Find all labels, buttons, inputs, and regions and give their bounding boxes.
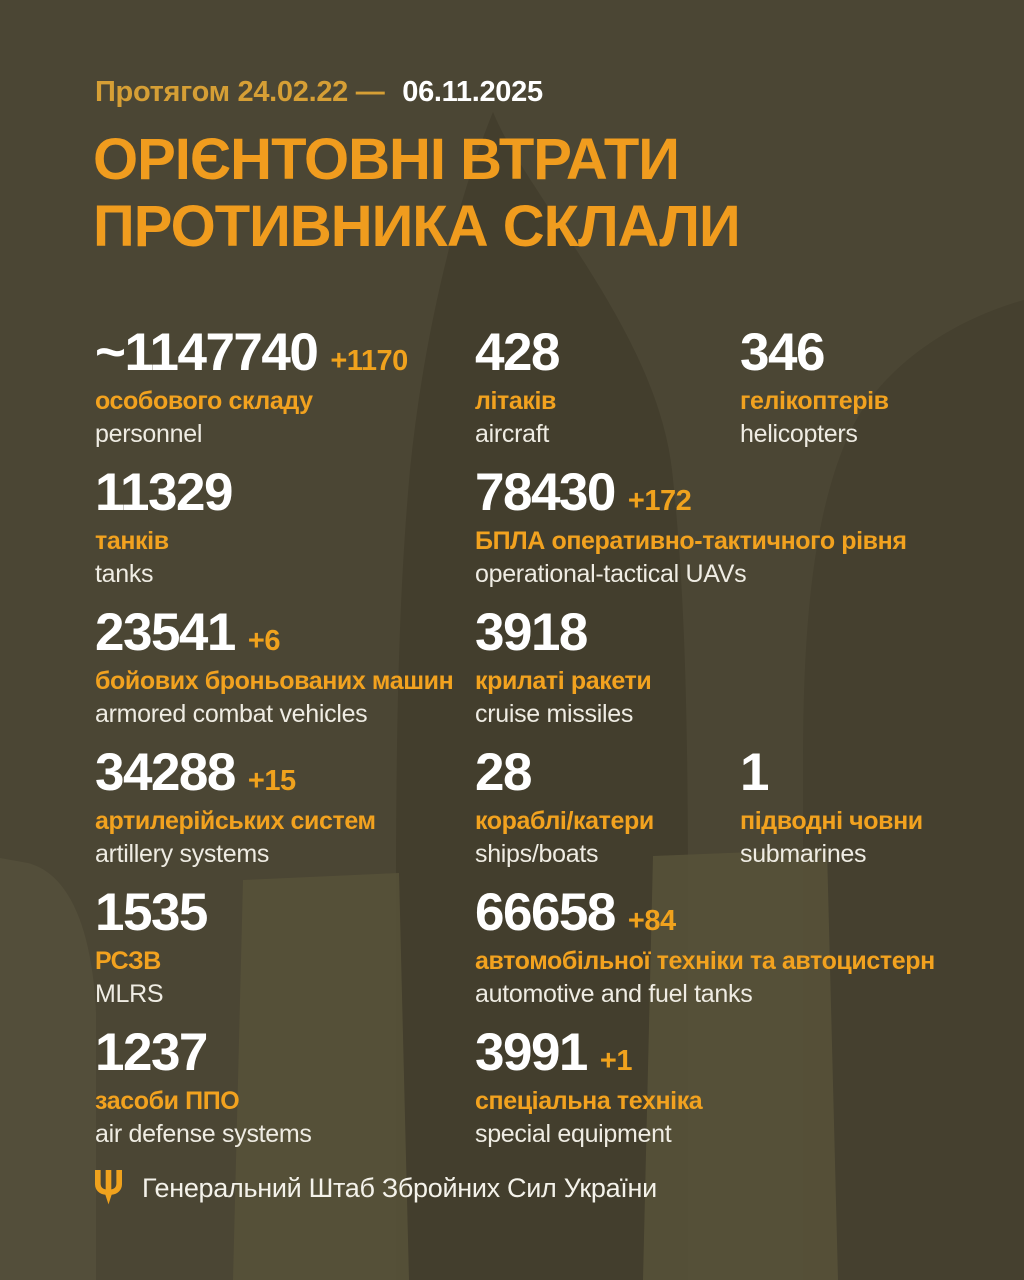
stat-value: 1 <box>740 743 769 802</box>
stat-label-ua: літаків <box>475 387 557 415</box>
stat-label-en: special equipment <box>475 1120 672 1148</box>
stat-label-en: aircraft <box>475 420 550 448</box>
stat-label-en: helicopters <box>740 420 858 448</box>
stat-label-ua: бойових броньованих машин <box>95 667 454 695</box>
stat-value: 11329 <box>95 463 233 522</box>
stat-label-ua: БПЛА оперативно-тактичного рівня <box>475 527 907 555</box>
stat-personnel: ~1147740 +1170 особового складу personnel <box>95 326 475 466</box>
stat-label-en: personnel <box>95 420 203 448</box>
stat-label-ua: артилерійських систем <box>95 807 376 835</box>
stat-value: 3918 <box>475 603 588 662</box>
stat-air-defense-systems: 1237 засоби ППО air defense systems <box>95 1026 475 1166</box>
stat-label-ua: особового складу <box>95 387 313 415</box>
stat-label-en: operational-tactical UAVs <box>475 560 747 588</box>
period-end-date: 06.11.2025 <box>402 76 543 108</box>
stat-submarines: 1 підводні човни submarines <box>740 746 975 886</box>
stat-value: 346 <box>740 323 825 382</box>
stat-cruise-missiles: 3918 крилаті ракети cruise missiles <box>475 606 975 746</box>
stat-ships-boats: 28 кораблі/катери ships/boats <box>475 746 740 886</box>
stat-label-ua: крилаті ракети <box>475 667 652 695</box>
stat-delta: +15 <box>247 765 296 797</box>
title-line-1: ОРІЄНТОВНІ ВТРАТИ <box>93 127 680 192</box>
stat-label-ua: гелікоптерів <box>740 387 889 415</box>
stat-label-en: MLRS <box>95 980 164 1008</box>
stat-delta: +84 <box>627 905 676 937</box>
stat-aircraft: 428 літаків aircraft <box>475 326 740 466</box>
losses-stats-grid: ~1147740 +1170 особового складу personnel… <box>95 326 975 1166</box>
stat-label-ua: спеціальна техніка <box>475 1087 703 1115</box>
stat-label-ua: підводні човни <box>740 807 923 835</box>
stat-label-en: air defense systems <box>95 1120 312 1148</box>
stat-label-ua: кораблі/катери <box>475 807 654 835</box>
stat-label-en: tanks <box>95 560 154 588</box>
stat-value: 23541 <box>95 603 236 662</box>
stat-label-en: submarines <box>740 840 867 868</box>
stat-delta: +1170 <box>330 345 408 377</box>
stat-artillery-systems: 34288 +15 артилерійських систем artillery… <box>95 746 475 886</box>
stat-label-en: artillery systems <box>95 840 270 868</box>
stat-label-en: automotive and fuel tanks <box>475 980 753 1008</box>
stat-helicopters: 346 гелікоптерів helicopters <box>740 326 975 466</box>
artillery-shell-silhouette-center <box>396 112 688 1280</box>
stat-value: 1535 <box>95 883 208 942</box>
stat-uavs: 78430 +172 БПЛА оперативно-тактичного рів… <box>475 466 975 606</box>
title-line-2: ПРОТИВНИКА СКЛАЛИ <box>93 194 741 259</box>
stat-mlrs: 1535 РСЗВ MLRS <box>95 886 475 1026</box>
stat-value: ~1147740 <box>95 323 319 382</box>
shell-body-light-left <box>233 873 409 1280</box>
stat-delta: +1 <box>599 1045 633 1077</box>
stat-armored-combat-vehicles: 23541 +6 бойових броньованих машин armore… <box>95 606 475 746</box>
stat-value: 428 <box>475 323 560 382</box>
shell-body-light-right <box>643 849 838 1280</box>
organization-name: Генеральний Штаб Збройних Сил України <box>142 1172 657 1203</box>
stat-label-ua: автомобільної техніки та автоцистерн <box>475 947 935 975</box>
stat-delta: +172 <box>627 485 692 517</box>
stat-automotive-fuel-tanks: 66658 +84 автомобільної техніки та автоци… <box>475 886 975 1026</box>
stat-special-equipment: 3991 +1 спеціальна техніка special equipm… <box>475 1026 975 1166</box>
stat-value: 78430 <box>475 463 616 522</box>
stat-label-en: cruise missiles <box>475 700 634 728</box>
tryzub-trident-icon <box>95 1170 122 1205</box>
reporting-period: Протягом 24.02.22 — 06.11.2025 <box>95 76 543 109</box>
stat-label-en: ships/boats <box>475 840 599 868</box>
stat-value: 66658 <box>475 883 616 942</box>
stat-value: 1237 <box>95 1023 208 1082</box>
stat-value: 28 <box>475 743 532 802</box>
stat-label-ua: засоби ППО <box>95 1087 240 1115</box>
artillery-shell-dome-right <box>803 300 1024 1280</box>
stat-value: 34288 <box>95 743 236 802</box>
stat-label-en: armored combat vehicles <box>95 700 368 728</box>
stat-value: 3991 <box>475 1023 588 1082</box>
stat-delta: +6 <box>247 625 281 657</box>
stat-tanks: 11329 танків tanks <box>95 466 475 606</box>
dome-bottom-left <box>0 858 96 1280</box>
page-title: ОРІЄНТОВНІ ВТРАТИ ПРОТИВНИКА СКЛАЛИ <box>93 126 741 260</box>
stat-label-ua: РСЗВ <box>95 947 161 975</box>
stat-label-ua: танків <box>95 527 169 555</box>
period-start-label: Протягом 24.02.22 — <box>95 76 385 108</box>
footer: Генеральний Штаб Збройних Сил України <box>95 1170 657 1206</box>
